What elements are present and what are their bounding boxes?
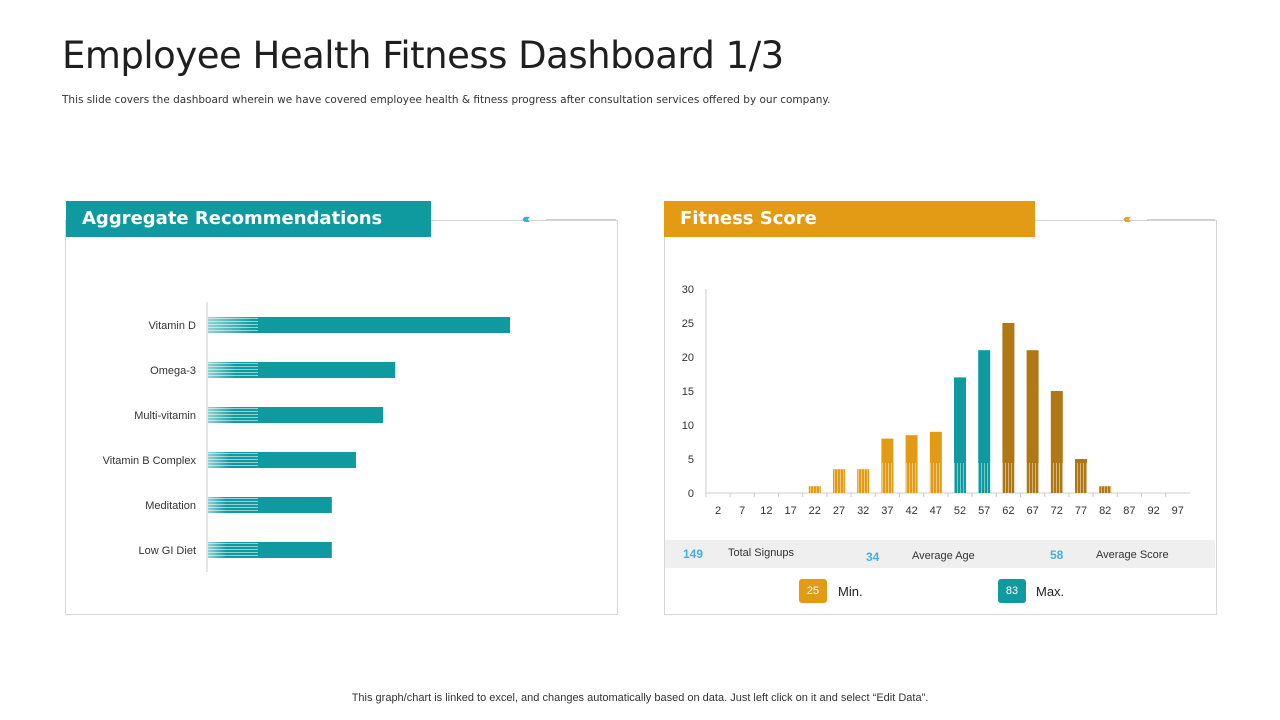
x-tick-label: 82 [1099, 505, 1111, 517]
stats-band [665, 540, 1215, 568]
x-tick-label: 52 [954, 505, 966, 517]
bar-texture [208, 542, 258, 558]
average-age-label: Average Age [912, 550, 975, 562]
category-label: Omega-3 [150, 365, 196, 377]
bar-texture [1050, 463, 1063, 493]
fitness-score-header: Fitness Score [664, 201, 1035, 237]
bar-texture [1026, 463, 1039, 493]
x-tick-label: 37 [881, 505, 893, 517]
y-tick-label: 10 [682, 420, 694, 432]
bar-texture [1099, 486, 1112, 493]
category-label: Multi-vitamin [134, 410, 196, 422]
x-tick-label: 27 [833, 505, 845, 517]
bar-texture [857, 469, 870, 493]
x-tick-label: 97 [1172, 505, 1184, 517]
bar-texture [208, 362, 258, 378]
bar [978, 350, 991, 493]
bar-texture [208, 407, 258, 423]
min-label: Min. [838, 584, 863, 599]
footer-note: This graph/chart is linked to excel, and… [351, 692, 929, 704]
bar-texture [208, 452, 258, 468]
y-tick-label: 5 [688, 454, 694, 466]
y-tick-label: 15 [682, 386, 694, 398]
bar-texture [978, 463, 991, 493]
header-rule-left [546, 219, 616, 220]
y-tick-label: 0 [688, 488, 694, 500]
bar [208, 317, 510, 333]
x-tick-label: 72 [1051, 505, 1063, 517]
x-tick-label: 87 [1123, 505, 1135, 517]
bar-texture [1075, 463, 1087, 493]
x-tick-label: 42 [905, 505, 917, 517]
header-rule-right [1147, 219, 1215, 220]
bar-texture [881, 463, 894, 493]
x-tick-label: 92 [1147, 505, 1159, 517]
x-tick-label: 77 [1075, 505, 1087, 517]
category-label: Vitamin D [149, 320, 197, 332]
bar-texture [808, 486, 821, 493]
average-score-value: 58 [1050, 548, 1064, 562]
page-subtitle: This slide covers the dashboard wherein … [62, 94, 831, 106]
x-tick-label: 7 [739, 505, 745, 517]
bar [1026, 350, 1039, 493]
bar-texture [1002, 463, 1015, 493]
category-label: Meditation [145, 500, 196, 512]
x-tick-label: 62 [1002, 505, 1014, 517]
bar-texture [954, 463, 966, 493]
x-tick-label: 2 [715, 505, 721, 517]
min-badge: 25 [799, 579, 827, 603]
x-tick-label: 12 [760, 505, 772, 517]
y-tick-label: 30 [682, 284, 694, 296]
total-signups-label: Total Signups [728, 547, 795, 559]
aggregate-recommendations-header: Aggregate Recommendations [66, 201, 431, 237]
page-title: Employee Health Fitness Dashboard 1/3 [62, 34, 784, 77]
average-score-label: Average Score [1096, 549, 1169, 561]
max-label: Max. [1036, 584, 1065, 599]
x-tick-label: 67 [1026, 505, 1038, 517]
bar [1002, 323, 1015, 493]
category-label: Vitamin B Complex [103, 455, 197, 467]
x-tick-label: 32 [857, 505, 869, 517]
average-age-value: 34 [866, 550, 880, 564]
x-tick-label: 17 [784, 505, 796, 517]
x-tick-label: 22 [809, 505, 821, 517]
y-tick-label: 25 [682, 318, 694, 330]
bar-texture [929, 463, 942, 493]
bar-texture [905, 463, 918, 493]
y-tick-label: 20 [682, 352, 694, 364]
max-badge: 83 [998, 579, 1026, 603]
total-signups-value: 149 [683, 547, 704, 561]
bar-texture [208, 317, 258, 333]
category-label: Low GI Diet [139, 545, 196, 557]
chevrons-left-icon: ‹‹‹‹ [522, 211, 531, 226]
bar-texture [833, 469, 845, 493]
chevrons-left-icon: ‹‹‹‹ [1123, 211, 1132, 226]
recommendations-chart: Vitamin D Omega-3 Multi-vitamin Vitamin B C… [103, 302, 510, 572]
bar-texture [208, 497, 258, 513]
x-tick-label: 57 [978, 505, 990, 517]
x-tick-label: 47 [930, 505, 942, 517]
